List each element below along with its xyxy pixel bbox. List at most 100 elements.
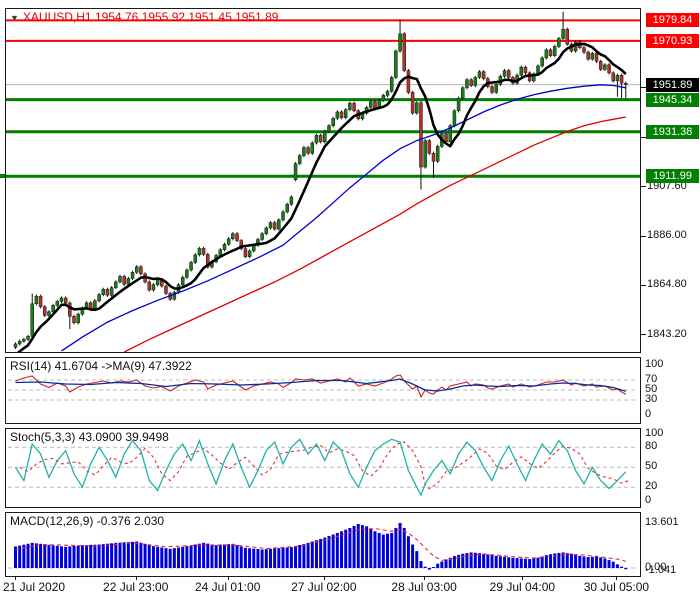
macd-histogram-bar	[30, 542, 34, 568]
macd-histogram-bar	[298, 545, 302, 568]
bearish-candle	[607, 64, 611, 74]
macd-histogram-bar	[223, 544, 226, 568]
stoch-k-line	[14, 438, 627, 497]
macd-signal-line	[15, 528, 626, 562]
macd-histogram-bar	[461, 553, 465, 568]
rsi-indicator-panel[interactable]: RSI(14) 41.6704 ->MA(9) 47.3922	[5, 357, 641, 424]
price-tick-mark	[641, 284, 646, 286]
bullish-candle	[297, 155, 302, 164]
bullish-candle	[398, 33, 402, 52]
macd-histogram-bar	[302, 543, 306, 568]
price-level-badge: 1945.34	[646, 92, 699, 107]
macd-plot[interactable]	[6, 513, 640, 576]
macd-histogram-bar	[76, 545, 80, 568]
bullish-candle	[456, 97, 461, 112]
macd-histogram-bar	[498, 556, 502, 568]
bullish-candle	[381, 95, 386, 101]
stochastic-indicator-panel[interactable]: Stoch(5,3,3) 43.0900 39.9498	[5, 428, 641, 508]
slow-ma-line	[123, 116, 626, 352]
stoch-tick-label: 0	[645, 493, 652, 506]
macd-histogram-bar	[519, 558, 523, 568]
bearish-candle	[582, 47, 586, 53]
macd-histogram-bar	[47, 544, 51, 568]
macd-histogram-bar	[277, 548, 281, 568]
macd-histogram-bar	[457, 554, 461, 568]
macd-histogram-bar	[80, 545, 84, 568]
macd-histogram-bar	[356, 523, 360, 568]
rsi-label: RSI(14) 41.6704 ->MA(9) 47.3922	[10, 359, 192, 373]
macd-tick-label: 0.00	[645, 561, 667, 573]
bullish-candle	[134, 266, 139, 273]
macd-histogram-bar	[210, 544, 214, 568]
bearish-candle	[38, 295, 43, 307]
rsi-tick-label: 0	[645, 408, 652, 420]
rsi-plot[interactable]	[6, 358, 640, 423]
bullish-candle	[13, 343, 18, 348]
bearish-candle	[481, 71, 486, 79]
bullish-candle	[59, 297, 64, 302]
mid-ma-line	[61, 84, 626, 352]
bearish-candle	[318, 135, 323, 143]
macd-histogram-bar	[122, 542, 126, 568]
macd-histogram-bar	[369, 528, 373, 568]
bullish-candle	[540, 57, 544, 67]
price-tick-label: 1929.20	[647, 130, 687, 143]
time-tick-label: 22 Jul 23:00	[103, 580, 169, 594]
macd-histogram-bar	[365, 526, 369, 568]
bullish-candle	[452, 110, 457, 126]
bearish-candle	[431, 153, 436, 162]
bearish-candle	[406, 70, 411, 93]
chart-menu-triangle-icon[interactable]: ▼	[10, 13, 19, 23]
macd-histogram-bar	[440, 561, 444, 568]
rsi-ma-line	[15, 378, 626, 392]
macd-histogram-bar	[373, 531, 377, 568]
macd-histogram-bar	[294, 546, 298, 568]
bearish-candle	[147, 281, 152, 291]
macd-histogram-bar	[340, 531, 344, 568]
macd-label: MACD(12,26,9) -0.376 2.030	[10, 514, 165, 528]
price-tick-label: 1864.80	[647, 278, 687, 291]
price-level-badge: 1979.84	[646, 13, 699, 28]
bearish-candle	[611, 72, 615, 82]
main-price-chart-panel[interactable]: ▼ XAUUSD,H1 1954.76 1955.92 1951.45 1951.…	[5, 8, 641, 353]
bullish-candle	[502, 70, 507, 77]
macd-histogram-bar	[172, 548, 176, 568]
macd-histogram-bar	[243, 547, 247, 568]
macd-histogram-bar	[93, 544, 97, 568]
bearish-candle	[594, 53, 599, 62]
macd-histogram-bar	[607, 560, 611, 568]
macd-histogram-bar	[55, 545, 59, 568]
bearish-candle	[490, 86, 494, 93]
time-tick-label: 30 Jul 05:00	[583, 580, 650, 594]
macd-histogram-bar	[381, 534, 385, 568]
bearish-candle	[402, 33, 406, 71]
macd-indicator-panel[interactable]: MACD(12,26,9) -0.376 2.030	[5, 512, 641, 577]
fast-ma-line	[16, 42, 627, 352]
macd-histogram-bar	[143, 543, 147, 568]
price-tick-label: 1907.60	[647, 179, 687, 192]
macd-histogram-bar	[231, 543, 235, 568]
stochastic-plot[interactable]	[6, 429, 640, 507]
bearish-candle	[469, 79, 473, 86]
candlestick-plot[interactable]	[6, 9, 640, 352]
bullish-candle	[268, 222, 273, 229]
macd-histogram-bar	[565, 553, 569, 568]
macd-histogram-bar	[386, 533, 390, 568]
bullish-candle	[277, 219, 281, 230]
bearish-candle	[243, 248, 248, 257]
bullish-candle	[197, 248, 202, 256]
macd-histogram-bar	[611, 561, 615, 568]
bullish-candle	[76, 313, 80, 324]
macd-histogram-bar	[528, 559, 532, 568]
macd-histogram-bar	[532, 558, 536, 568]
macd-histogram-bar	[227, 544, 231, 568]
macd-histogram-bar	[168, 548, 172, 568]
macd-tick-label: -1.041	[645, 564, 677, 577]
macd-histogram-bar	[101, 544, 105, 568]
macd-histogram-bar	[335, 532, 339, 568]
macd-histogram-bar	[68, 546, 72, 568]
bullish-candle	[264, 227, 269, 234]
macd-histogram-bar	[185, 546, 189, 568]
bullish-candle	[55, 301, 60, 306]
